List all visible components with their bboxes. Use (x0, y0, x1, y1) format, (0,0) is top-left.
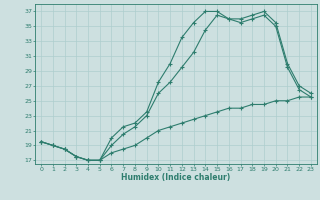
X-axis label: Humidex (Indice chaleur): Humidex (Indice chaleur) (121, 173, 231, 182)
